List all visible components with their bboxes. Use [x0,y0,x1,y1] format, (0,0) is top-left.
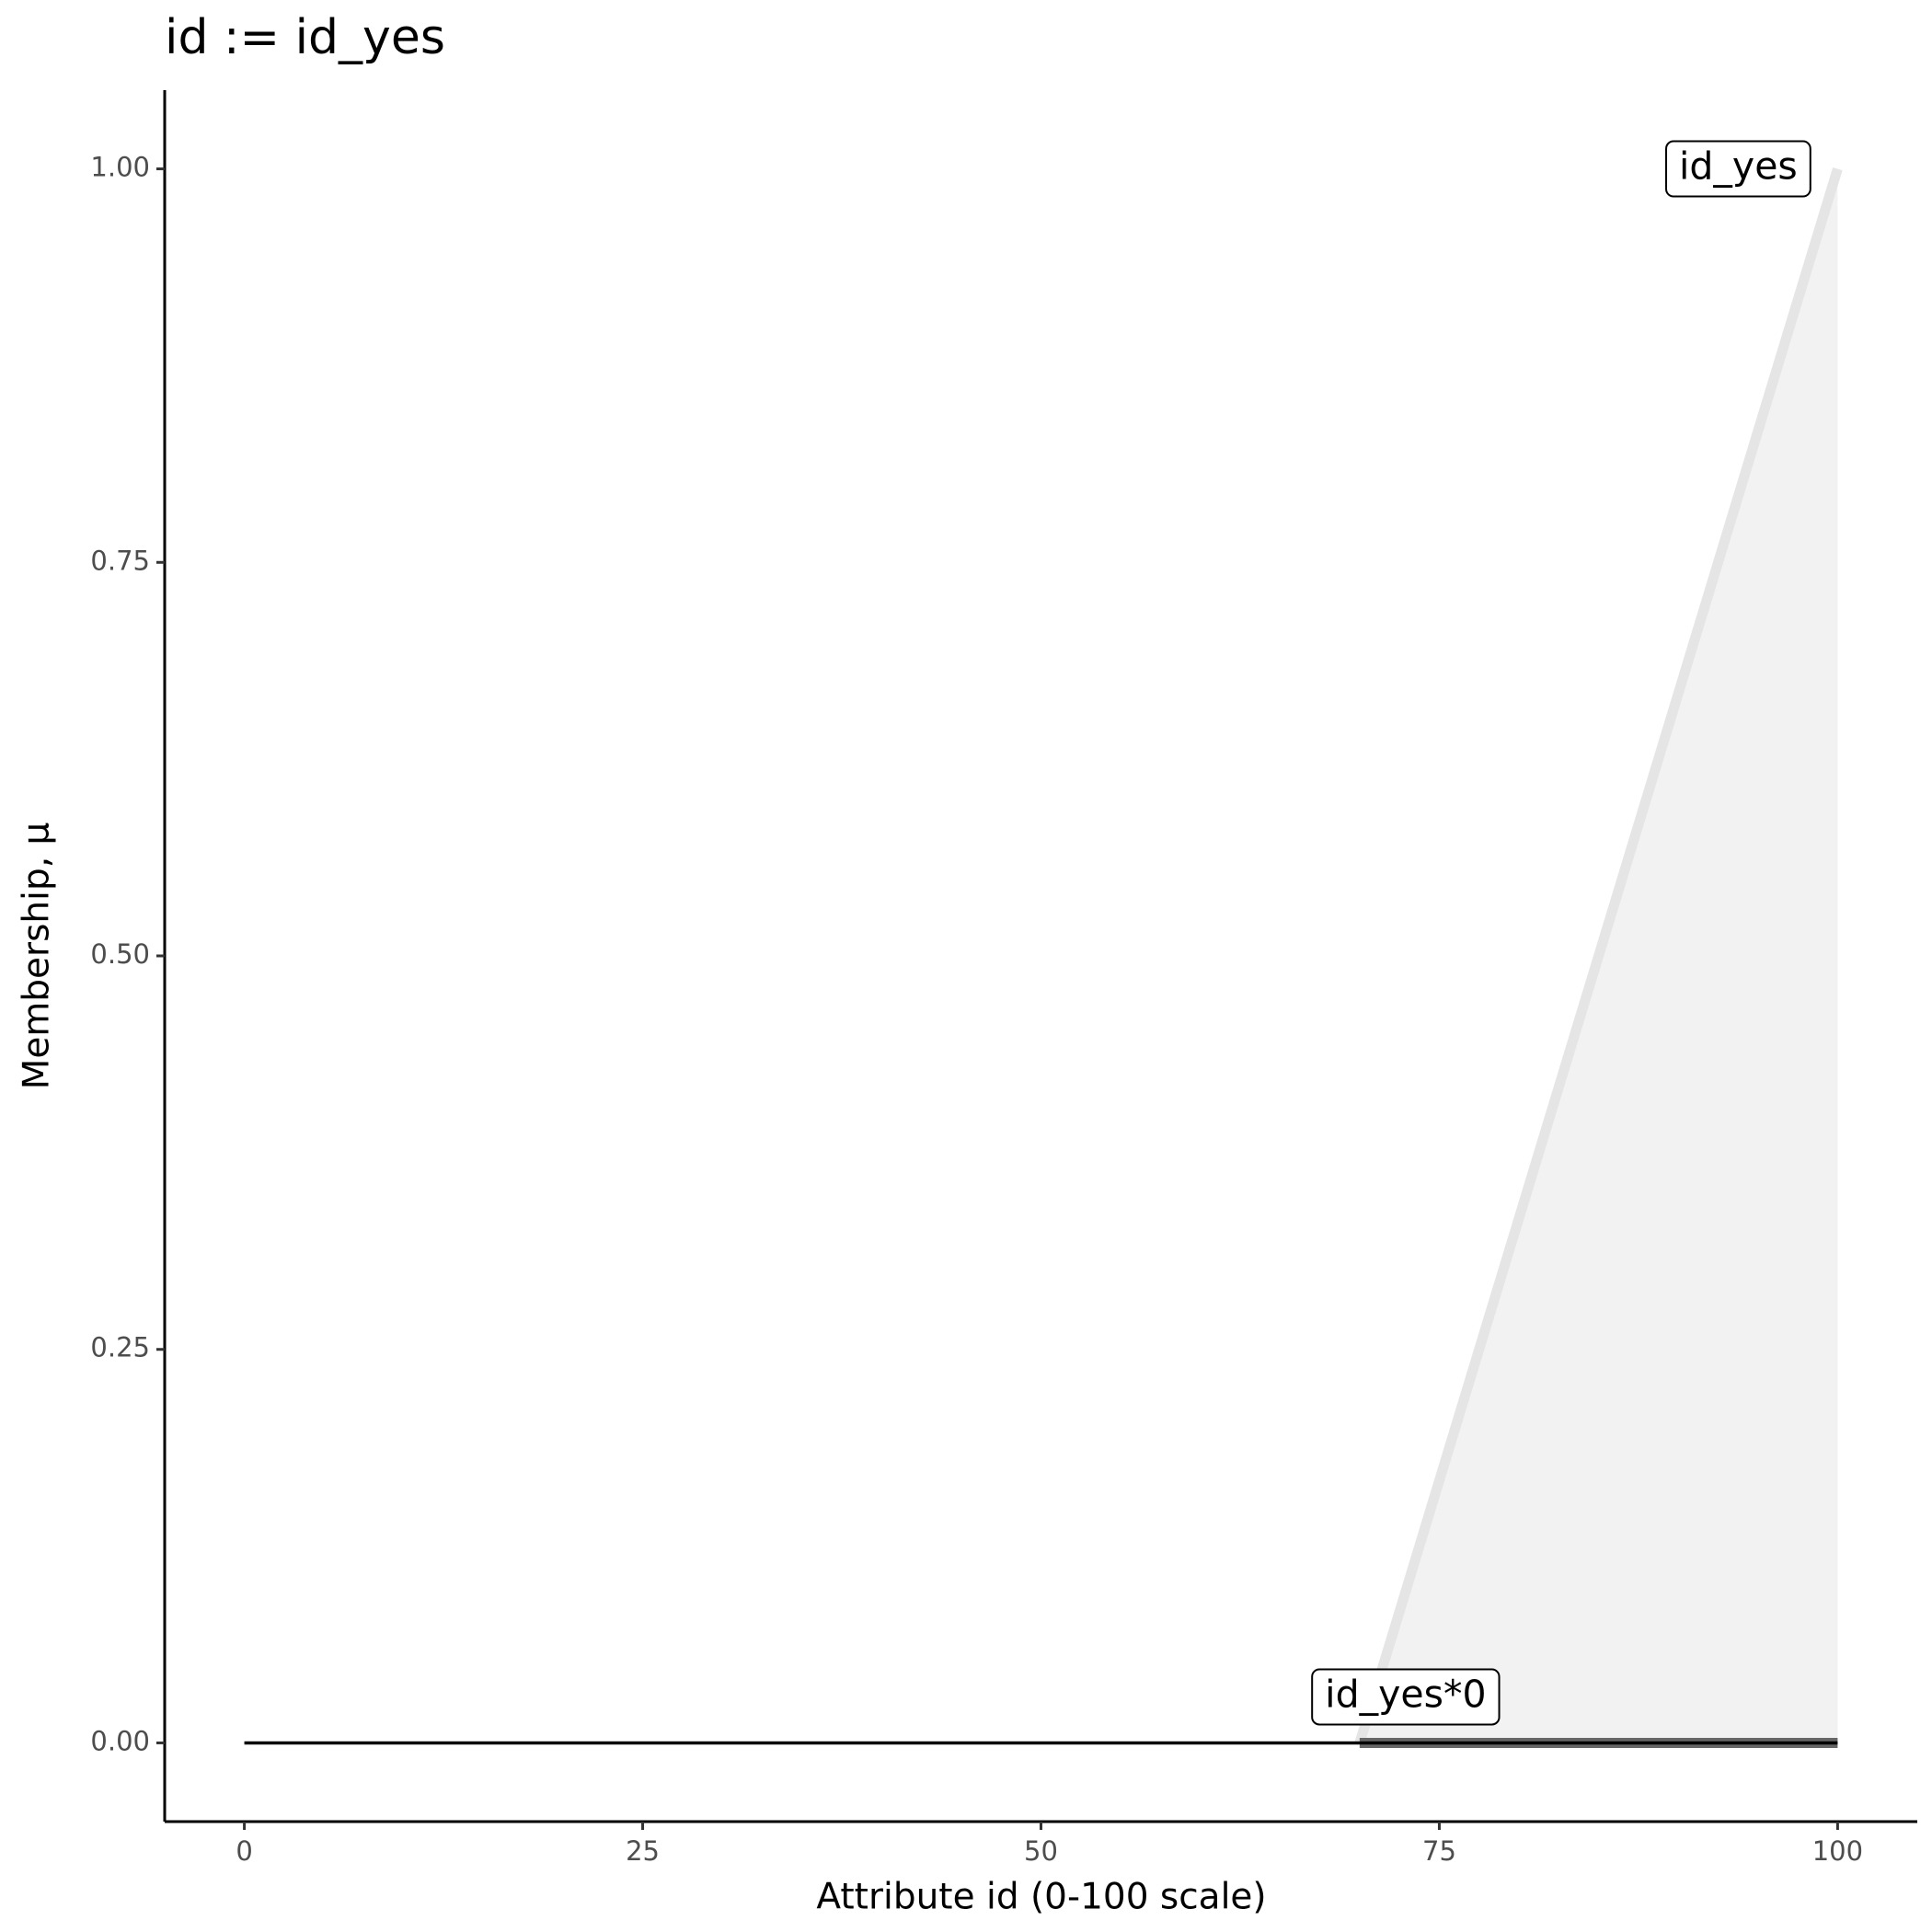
x-tick-label: 50 [1024,1835,1058,1867]
x-tick-label: 0 [236,1835,252,1867]
x-tick-label: 75 [1422,1835,1456,1867]
x-axis-title: Attribute id (0-100 scale) [816,1877,1266,1918]
y-tick-label: 0.75 [90,545,150,576]
series-label: id_yes [1679,144,1798,189]
y-tick-label: 0.50 [90,938,150,970]
chart-title: id := id_yes [165,10,445,65]
x-tick-label: 100 [1812,1835,1863,1867]
y-tick-label: 0.00 [90,1725,150,1756]
line [1354,167,1843,1745]
series-label: id_yes*0 [1325,1672,1486,1716]
label-box [1311,1668,1501,1726]
y-axis-title: Membership, μ [17,822,58,1090]
y-tick-label: 0.25 [90,1332,150,1363]
y-tick-label: 1.00 [90,152,150,183]
x-tick-label: 25 [626,1835,660,1867]
label-box [1665,140,1811,198]
